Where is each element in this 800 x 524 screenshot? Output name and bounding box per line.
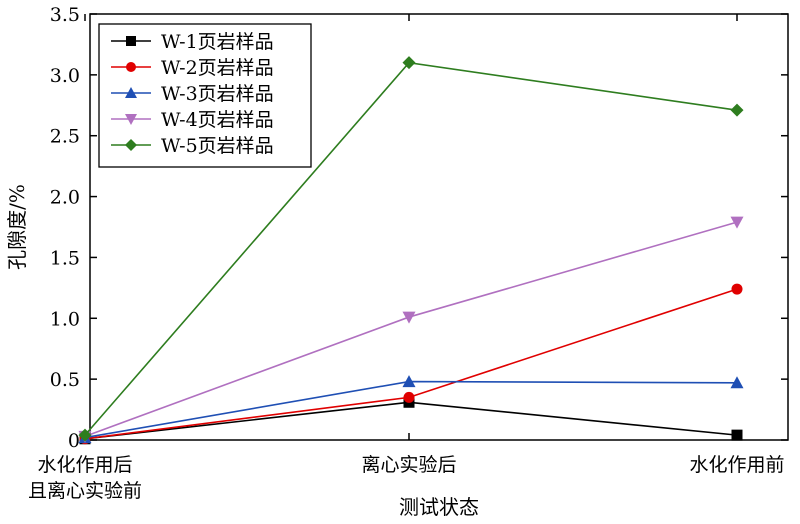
y-tick-label: 1.0 (50, 308, 80, 330)
x-tick-label: 水化作用前 (689, 454, 784, 476)
marker-triangle-up (125, 87, 137, 98)
marker-triangle-down (402, 311, 416, 324)
legend-entry: W-1页岩样品 (111, 31, 274, 53)
legend: W-1页岩样品 W-2页岩样品 W-3页岩样品 W-4页岩样品 W-5页岩样品 (98, 23, 312, 168)
marker-diamond (730, 103, 744, 117)
series-4 (78, 216, 744, 443)
series-layer (78, 56, 744, 445)
y-tick-label: 0.5 (50, 369, 80, 391)
marker-square (731, 429, 743, 441)
y-tick-label: 3.0 (50, 65, 80, 87)
x-tick-label: 水化作用后 (37, 454, 132, 476)
legend-label: W-2页岩样品 (161, 57, 274, 79)
plot-frame (89, 13, 789, 441)
marker-triangle-up (402, 375, 416, 388)
marker-diamond (402, 56, 416, 70)
y-tick-label: 1.5 (50, 247, 80, 269)
marker-triangle-up (730, 376, 744, 389)
marker-square (126, 36, 136, 46)
legend-label: W-5页岩样品 (161, 135, 274, 157)
legend-entry: W-3页岩样品 (111, 83, 274, 105)
marker-circle (126, 62, 136, 72)
marker-diamond (125, 139, 137, 151)
y-tick-label: 2.5 (50, 126, 80, 148)
x-tick-label: 且离心实验前 (28, 480, 142, 502)
y-axis-title: 孔隙度/% (5, 184, 29, 270)
x-tick-label: 离心实验后 (361, 454, 456, 476)
y-tick-label: 2.0 (50, 187, 80, 209)
series-5 (78, 56, 744, 442)
series-2 (79, 283, 743, 445)
y-tick-label: 0 (68, 430, 80, 452)
y-tick-label: 3.5 (50, 4, 80, 26)
marker-circle (403, 391, 415, 403)
marker-circle (731, 283, 743, 295)
series-line (84, 380, 738, 439)
series-3 (78, 375, 744, 444)
marker-diamond (78, 428, 92, 442)
legend-entry: W-4页岩样品 (111, 109, 274, 131)
legend-entry: W-5页岩样品 (111, 135, 274, 157)
marker-triangle-down (730, 216, 744, 229)
legend-label: W-3页岩样品 (161, 83, 274, 105)
x-axis-title: 测试状态 (399, 495, 479, 519)
series-line (84, 288, 738, 440)
legend-entry: W-2页岩样品 (111, 57, 274, 79)
legend-label: W-4页岩样品 (161, 109, 274, 131)
legend-label: W-1页岩样品 (161, 31, 274, 53)
marker-triangle-down (125, 114, 137, 125)
